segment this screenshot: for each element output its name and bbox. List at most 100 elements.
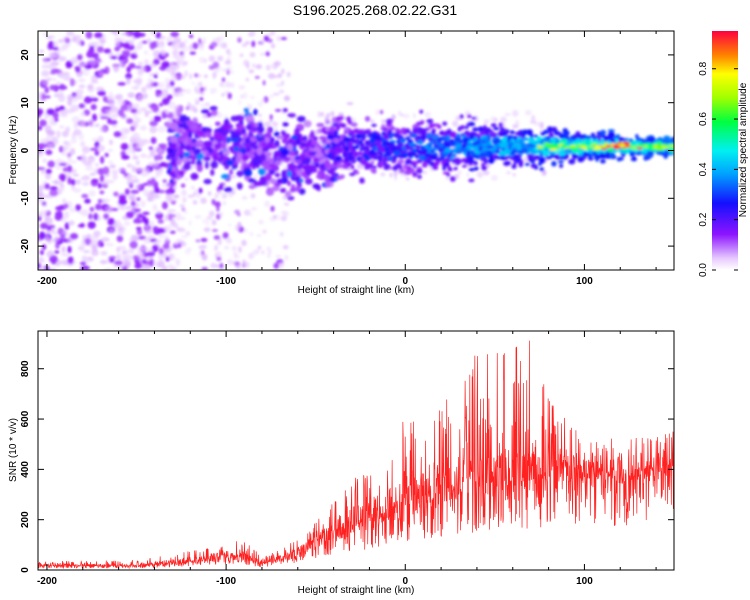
spectrogram-cell — [300, 142, 307, 148]
spectrogram-cell — [371, 134, 379, 141]
spectrogram-cell — [359, 147, 364, 152]
spectrogram-cell — [257, 126, 265, 134]
spectrogram-cell — [282, 244, 289, 250]
spectrogram-cell — [222, 123, 230, 131]
spectrogram-cell — [348, 141, 352, 145]
spectrogram-cell — [229, 82, 235, 89]
spectrogram-cell — [217, 238, 222, 246]
spectrogram-cell — [282, 107, 288, 113]
spectrogram-cell — [253, 108, 258, 116]
spectrogram-cell — [67, 165, 73, 173]
spectrogram-cell — [161, 201, 168, 210]
spectrogram-cell — [187, 137, 192, 146]
spectrogram-blobs — [38, 31, 674, 270]
spectrogram-cell — [501, 123, 506, 127]
colorbar-tick-label: 0.8 — [698, 61, 709, 75]
spectrogram-cell — [164, 235, 170, 243]
spectrogram-cell — [594, 140, 599, 144]
spectrogram-cell — [46, 108, 55, 116]
spectrogram-cell — [409, 142, 415, 146]
spectrogram-cell — [596, 142, 606, 146]
spectrogram-cell — [284, 190, 292, 198]
spectrogram-cell — [39, 222, 49, 230]
spectrogram-cell — [249, 137, 257, 142]
spectrogram-cell — [93, 230, 101, 237]
spectrogram-cell — [336, 124, 341, 131]
spectrogram-cell — [47, 143, 55, 148]
spectrogram-cell — [38, 256, 44, 263]
spectrogram-cell — [165, 122, 173, 129]
spectrogram-cell — [479, 130, 487, 136]
spectrogram-cell — [285, 97, 290, 102]
spectrogram-cell — [149, 120, 158, 127]
spectrogram-cell — [273, 262, 280, 269]
spectrogram-cell — [284, 254, 289, 261]
spectrogram-cell — [77, 210, 87, 215]
snr-ticks: -200 -100 0 100 0 200 400 600 800 — [20, 331, 674, 587]
spectrogram-cell — [214, 132, 224, 141]
spectrogram-cell — [497, 131, 503, 137]
spectrogram-cell — [226, 81, 231, 89]
spectrogram-cell — [140, 266, 147, 270]
spectrogram-cell — [313, 130, 321, 135]
spectrogram-cell — [379, 109, 384, 115]
spectrogram-ytick-label: 20 — [20, 49, 31, 61]
spectrogram-cell — [296, 115, 306, 123]
spectrogram-cell — [616, 141, 623, 145]
spectrogram-cell — [513, 145, 519, 150]
spectrogram-cell — [318, 135, 328, 141]
spectrogram-cell — [108, 228, 115, 234]
spectrogram-cell — [503, 161, 511, 167]
spectrogram-cell — [228, 223, 232, 227]
spectrogram-cell — [256, 121, 263, 128]
spectrogram-cell — [103, 48, 112, 54]
colorbar-tick-label: 0.6 — [698, 112, 709, 126]
spectrogram-cell — [287, 113, 297, 118]
spectrogram-cell — [506, 171, 511, 175]
spectrogram-cell — [285, 117, 289, 122]
spectrogram-cell — [433, 123, 441, 127]
spectrogram-cell — [153, 74, 158, 79]
snr-ytick-label: 600 — [20, 410, 31, 427]
spectrogram-cell — [91, 74, 98, 83]
spectrogram-cell — [230, 115, 240, 122]
spectrogram-cell — [325, 120, 331, 126]
spectrogram-cell — [250, 207, 258, 211]
spectrogram-cell — [204, 140, 213, 149]
spectrogram-cell — [494, 149, 501, 154]
spectrogram-cell — [280, 68, 285, 75]
spectrogram-cell — [326, 133, 334, 140]
spectrogram-cell — [191, 185, 195, 190]
spectrogram-cell — [136, 197, 141, 201]
spectrogram-cell — [113, 260, 123, 266]
snr-ytick-label: 400 — [20, 461, 31, 478]
spectrogram-cell — [179, 93, 184, 97]
spectrogram-cell — [49, 116, 54, 123]
spectrogram-cell — [252, 63, 256, 69]
spectrogram-cell — [320, 142, 327, 149]
spectrogram-cell — [182, 163, 192, 171]
spectrogram-cell — [173, 194, 180, 199]
spectrogram-cell — [191, 154, 196, 161]
spectrogram-cell — [442, 171, 450, 175]
spectrogram-cell — [63, 211, 70, 219]
spectrogram-cell — [281, 170, 286, 178]
spectrogram-cell — [156, 209, 162, 215]
spectrogram-cell — [115, 253, 122, 261]
spectrogram-cell — [164, 77, 171, 83]
spectrogram-cell — [157, 81, 165, 89]
spectrogram-cell — [341, 163, 348, 170]
spectrogram-cell — [44, 217, 53, 225]
spectrogram-cell — [211, 228, 219, 233]
spectrogram-cell — [257, 101, 264, 108]
spectrogram-cell — [364, 164, 372, 169]
snr-panel: -200 -100 0 100 0 200 400 600 800 Height of stra… — [8, 330, 675, 596]
spectrogram-cell — [397, 110, 402, 117]
spectrogram-cell — [87, 221, 96, 229]
spectrogram-cell — [560, 144, 568, 148]
spectrogram-cell — [599, 129, 607, 136]
spectrogram-cell — [269, 178, 277, 185]
spectrogram-cell — [552, 138, 557, 142]
spectrogram-cell — [59, 71, 67, 80]
spectrogram-cell — [396, 151, 401, 155]
